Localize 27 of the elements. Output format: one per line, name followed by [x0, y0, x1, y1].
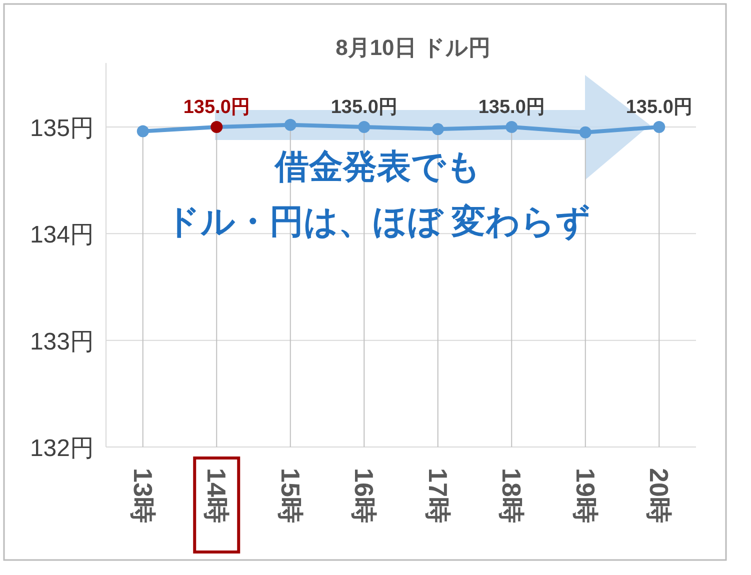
x-tick-label: 20時 [644, 468, 674, 523]
x-tick-label: 18時 [496, 468, 527, 523]
x-tick-label: 17時 [422, 468, 453, 523]
point [284, 118, 296, 131]
x-tick-label: 16時 [349, 468, 380, 523]
point [579, 126, 592, 138]
data-label: 135.0円 [478, 97, 545, 118]
annotation: 借金発表でも [274, 148, 481, 186]
point [358, 121, 370, 133]
x-tick-label: 15時 [275, 468, 306, 523]
y-tick-label: 132円 [30, 435, 94, 462]
point [432, 123, 444, 136]
data-label: 135.0円 [330, 97, 398, 118]
y-tick-label: 134円 [30, 222, 94, 249]
data-label: 135.0円 [626, 97, 692, 118]
x-tick-label: 13時 [128, 468, 158, 523]
data-label: 135.0円 [183, 97, 250, 118]
point [653, 121, 666, 133]
annotation: ドル・円は、ほぼ 変わらず [165, 203, 591, 241]
x-tick-label: 14時 [202, 468, 232, 523]
point [210, 121, 223, 133]
x-tick-label: 19時 [570, 468, 600, 523]
chart-title: 8月10日 ドル円 [336, 35, 490, 60]
point [136, 125, 149, 138]
point [506, 121, 518, 133]
y-tick-label: 133円 [30, 328, 94, 356]
y-tick-label: 135円 [30, 115, 94, 142]
